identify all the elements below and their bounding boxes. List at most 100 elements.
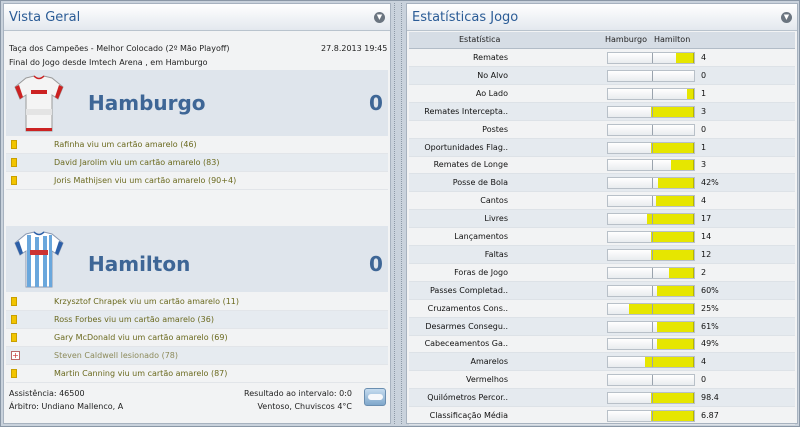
column-away-label[interactable]: Hamilton	[654, 35, 691, 44]
home-event-row[interactable]: David Jarolim viu um cartão amarelo (83)	[6, 154, 388, 172]
stat-comparison-bar	[607, 69, 695, 82]
stat-row[interactable]: Cantos54	[409, 192, 795, 211]
column-home-label[interactable]: Hamburgo	[605, 35, 647, 44]
stats-menu-chevron-down-icon[interactable]: ▼	[781, 12, 792, 23]
stat-label: Classificação Média	[429, 411, 508, 420]
home-team-block: Hamburgo 0	[6, 70, 388, 136]
away-event-row[interactable]: + Steven Caldwell lesionado (78)	[6, 347, 388, 365]
stat-bar-midline	[652, 285, 653, 296]
stat-bar-midline	[652, 88, 653, 99]
stat-label: Cruzamentos Cons..	[427, 303, 508, 313]
stat-away-value: 1	[701, 142, 707, 152]
halftime-label: Resultado ao intervalo: 0:0	[244, 389, 352, 398]
stat-bar-fill	[676, 53, 694, 63]
stat-comparison-bar	[607, 52, 695, 64]
stat-bar-midline	[652, 411, 653, 421]
away-event-row[interactable]: Martin Canning viu um cartão amarelo (87…	[6, 365, 388, 383]
stat-row[interactable]: Cabeceamentos Ga..65%49%	[409, 335, 795, 354]
yellow-card-icon	[11, 140, 17, 149]
event-text: Joris Mathijsen viu um cartão amarelo (9…	[54, 176, 237, 185]
away-event-row[interactable]: Gary McDonald viu um cartão amarelo (69)	[6, 329, 388, 347]
stat-bar-fill	[651, 249, 694, 260]
stat-row[interactable]: Lançamentos1414	[409, 228, 795, 246]
stat-row[interactable]: Postes20	[409, 121, 795, 139]
stat-comparison-bar	[607, 302, 695, 315]
stat-row[interactable]: No Alvo10	[409, 66, 795, 85]
stat-row[interactable]: Faltas1212	[409, 245, 795, 264]
stat-bar-midline	[652, 196, 653, 207]
stat-away-value: 3	[701, 160, 707, 170]
overview-menu-chevron-down-icon[interactable]: ▼	[374, 12, 385, 23]
stat-bar-midline	[652, 357, 653, 368]
away-score: 0	[369, 252, 383, 276]
stat-bar-midline	[652, 142, 653, 153]
stat-row[interactable]: Cruzamentos Cons..8%25%	[409, 300, 795, 318]
stat-comparison-bar	[607, 213, 695, 226]
away-team-name[interactable]: Hamilton	[88, 252, 191, 276]
home-team-name[interactable]: Hamburgo	[88, 91, 206, 115]
stat-row[interactable]: Remates de Longe83	[409, 156, 795, 175]
stat-row[interactable]: Desarmes Consegu..80%61%	[409, 317, 795, 336]
stat-row[interactable]: Passes Completad..78%60%	[409, 281, 795, 300]
stat-row[interactable]: Quilómetros Percor..96.498.4	[409, 389, 795, 408]
home-jersey-icon[interactable]	[14, 75, 64, 133]
home-event-row[interactable]: Joris Mathijsen viu um cartão amarelo (9…	[6, 172, 388, 190]
competition-label: Taça dos Campeões - Melhor Colocado (2º …	[9, 44, 230, 53]
stat-comparison-bar	[607, 105, 695, 118]
stat-bar-midline	[652, 160, 653, 171]
stat-label: Posse de Bola	[452, 178, 508, 188]
stat-row[interactable]: Remates154	[409, 49, 795, 67]
stat-away-value: 60%	[701, 285, 719, 295]
overview-panel: Vista Geral ▼ Taça dos Campeões - Melhor…	[3, 3, 391, 424]
stat-label: Vermelhos	[466, 375, 508, 385]
stat-bar-fill	[651, 106, 694, 117]
stat-comparison-bar	[607, 231, 695, 243]
stat-label: Cabeceamentos Ga..	[424, 339, 508, 349]
stats-panel: Estatísticas Jogo ▼ Estatística Hamburgo…	[406, 3, 798, 425]
stat-away-value: 4	[701, 357, 707, 367]
stat-comparison-bar	[607, 392, 695, 405]
stats-column-header: Estatística Hamburgo Hamilton	[409, 32, 795, 49]
away-team-block: Hamilton 0	[6, 226, 388, 292]
stat-row[interactable]: Posse de Bola58%42%	[409, 174, 795, 193]
away-event-row[interactable]: Krzysztof Chrapek viu um cartão amarelo …	[6, 293, 388, 311]
match-datetime: 27.8.2013 19:45	[321, 44, 388, 53]
stat-comparison-bar	[607, 338, 695, 351]
stat-row[interactable]: Livres1417	[409, 210, 795, 229]
stat-comparison-bar	[607, 87, 695, 100]
event-text: Rafinha viu um cartão amarelo (46)	[54, 140, 197, 149]
stat-bar-midline	[652, 249, 653, 260]
stat-comparison-bar	[607, 123, 695, 136]
stat-row[interactable]: Amarelos34	[409, 353, 795, 372]
stat-comparison-bar	[607, 248, 695, 261]
stat-label: Oportunidades Flag..	[424, 142, 508, 152]
stat-label: Faltas	[484, 249, 508, 259]
stat-row[interactable]: Vermelhos00	[409, 371, 795, 390]
stat-row[interactable]: Oportunidades Flag..11	[409, 138, 795, 157]
weather-icon	[364, 388, 386, 406]
stat-bar-fill	[657, 285, 694, 296]
stat-away-value: 25%	[701, 303, 719, 313]
away-jersey-icon[interactable]	[14, 231, 64, 289]
away-event-row[interactable]: Ross Forbes viu um cartão amarelo (36)	[6, 311, 388, 329]
stat-comparison-bar	[607, 141, 695, 154]
stat-label: Cantos	[480, 196, 508, 206]
stat-row[interactable]: Foras de Jogo52	[409, 264, 795, 282]
stat-row[interactable]: Remates Intercepta..33	[409, 102, 795, 121]
yellow-card-icon	[11, 297, 17, 306]
stat-label: Quilómetros Percor..	[427, 393, 508, 403]
event-text: David Jarolim viu um cartão amarelo (83)	[54, 158, 220, 167]
stat-bar-fill	[657, 339, 694, 350]
home-event-row[interactable]: Rafinha viu um cartão amarelo (46)	[6, 136, 388, 154]
stat-comparison-bar	[607, 320, 695, 333]
stat-label: Remates de Longe	[433, 160, 508, 170]
event-text: Ross Forbes viu um cartão amarelo (36)	[54, 315, 214, 324]
stat-comparison-bar	[607, 159, 695, 172]
panel-splitter[interactable]	[394, 3, 402, 424]
stat-row[interactable]: Ao Lado111	[409, 85, 795, 103]
referee-label[interactable]: Árbitro: Undiano Mallenco, A	[9, 402, 124, 411]
stat-away-value: 98.4	[701, 393, 719, 403]
stat-away-value: 0	[701, 70, 707, 80]
